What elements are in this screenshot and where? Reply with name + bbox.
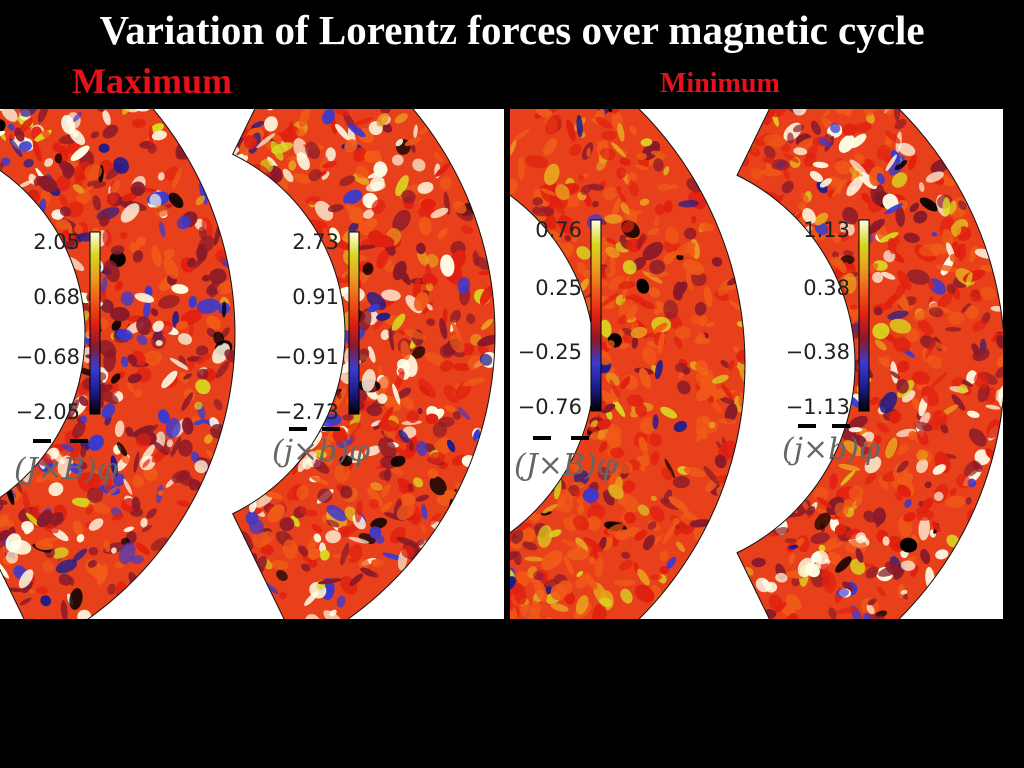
- colorbar: [858, 219, 870, 412]
- max-mean-tick-4: −2.05: [16, 400, 80, 424]
- max-mean-plot: 2.05 0.68 −0.68 −2.05 (J×B)φ: [0, 109, 236, 619]
- max-fluct-tick-3: −0.91: [275, 345, 339, 369]
- min-fluct-formula: (j×b)φ: [782, 424, 880, 467]
- min-mean-plot: 0.76 0.25 −0.25 −0.76 (J×B)φ: [510, 109, 746, 619]
- slide-title: Variation of Lorentz forces over magneti…: [99, 7, 925, 53]
- max-fluct-tick-1: 2.73: [292, 230, 339, 254]
- field-wedge: [0, 109, 236, 619]
- maximum-label: Maximum: [72, 61, 232, 101]
- min-fluct-plot: 1.13 0.38 −0.38 −1.13 (j×b)φ: [736, 109, 1003, 619]
- max-fluct-tick-4: −2.73: [275, 400, 339, 424]
- svg-text:(J×B)φ: (J×B)φ: [14, 452, 118, 487]
- max-fluct-formula: (j×b)φ: [272, 427, 370, 469]
- max-mean-tick-1: 2.05: [33, 230, 80, 254]
- svg-text:(j×b)φ: (j×b)φ: [272, 434, 370, 469]
- max-fluct-plot: 2.73 0.91 −0.91 −2.73 (j×b)φ: [232, 109, 496, 619]
- field-wedge: [510, 109, 746, 619]
- max-fluct-tick-2: 0.91: [292, 285, 339, 309]
- min-mean-tick-1: 0.76: [535, 218, 582, 242]
- field-wedge: [232, 109, 496, 619]
- min-fluct-tick-3: −0.38: [786, 340, 850, 364]
- minimum-label: Minimum: [660, 68, 780, 99]
- min-fluct-tick-1: 1.13: [803, 218, 850, 242]
- maximum-panel: 2.05 0.68 −0.68 −2.05 (J×B)φ 2.73 0.91 −…: [0, 109, 504, 619]
- colorbar: [348, 231, 360, 415]
- minimum-panel: 0.76 0.25 −0.25 −0.76 (J×B)φ 1.13 0.38 −…: [510, 109, 1003, 619]
- maximum-plots-svg: 2.05 0.68 −0.68 −2.05 (J×B)φ 2.73 0.91 −…: [0, 109, 496, 619]
- max-mean-tick-2: 0.68: [33, 285, 80, 309]
- min-mean-tick-4: −0.76: [518, 395, 582, 419]
- colorbar: [89, 231, 101, 415]
- svg-text:(j×b)φ: (j×b)φ: [782, 432, 880, 467]
- min-fluct-tick-4: −1.13: [786, 395, 850, 419]
- min-mean-tick-3: −0.25: [518, 340, 582, 364]
- svg-text:(J×B)φ: (J×B)φ: [514, 448, 618, 483]
- colorbar: [590, 219, 602, 412]
- max-mean-tick-3: −0.68: [16, 345, 80, 369]
- minimum-plots-svg: 0.76 0.25 −0.25 −0.76 (J×B)φ 1.13 0.38 −…: [510, 109, 1003, 619]
- min-mean-formula: (J×B)φ: [514, 436, 618, 483]
- field-wedge: [736, 109, 1003, 619]
- min-fluct-tick-2: 0.38: [803, 276, 850, 300]
- max-mean-formula: (J×B)φ: [14, 439, 118, 487]
- min-mean-tick-2: 0.25: [535, 276, 582, 300]
